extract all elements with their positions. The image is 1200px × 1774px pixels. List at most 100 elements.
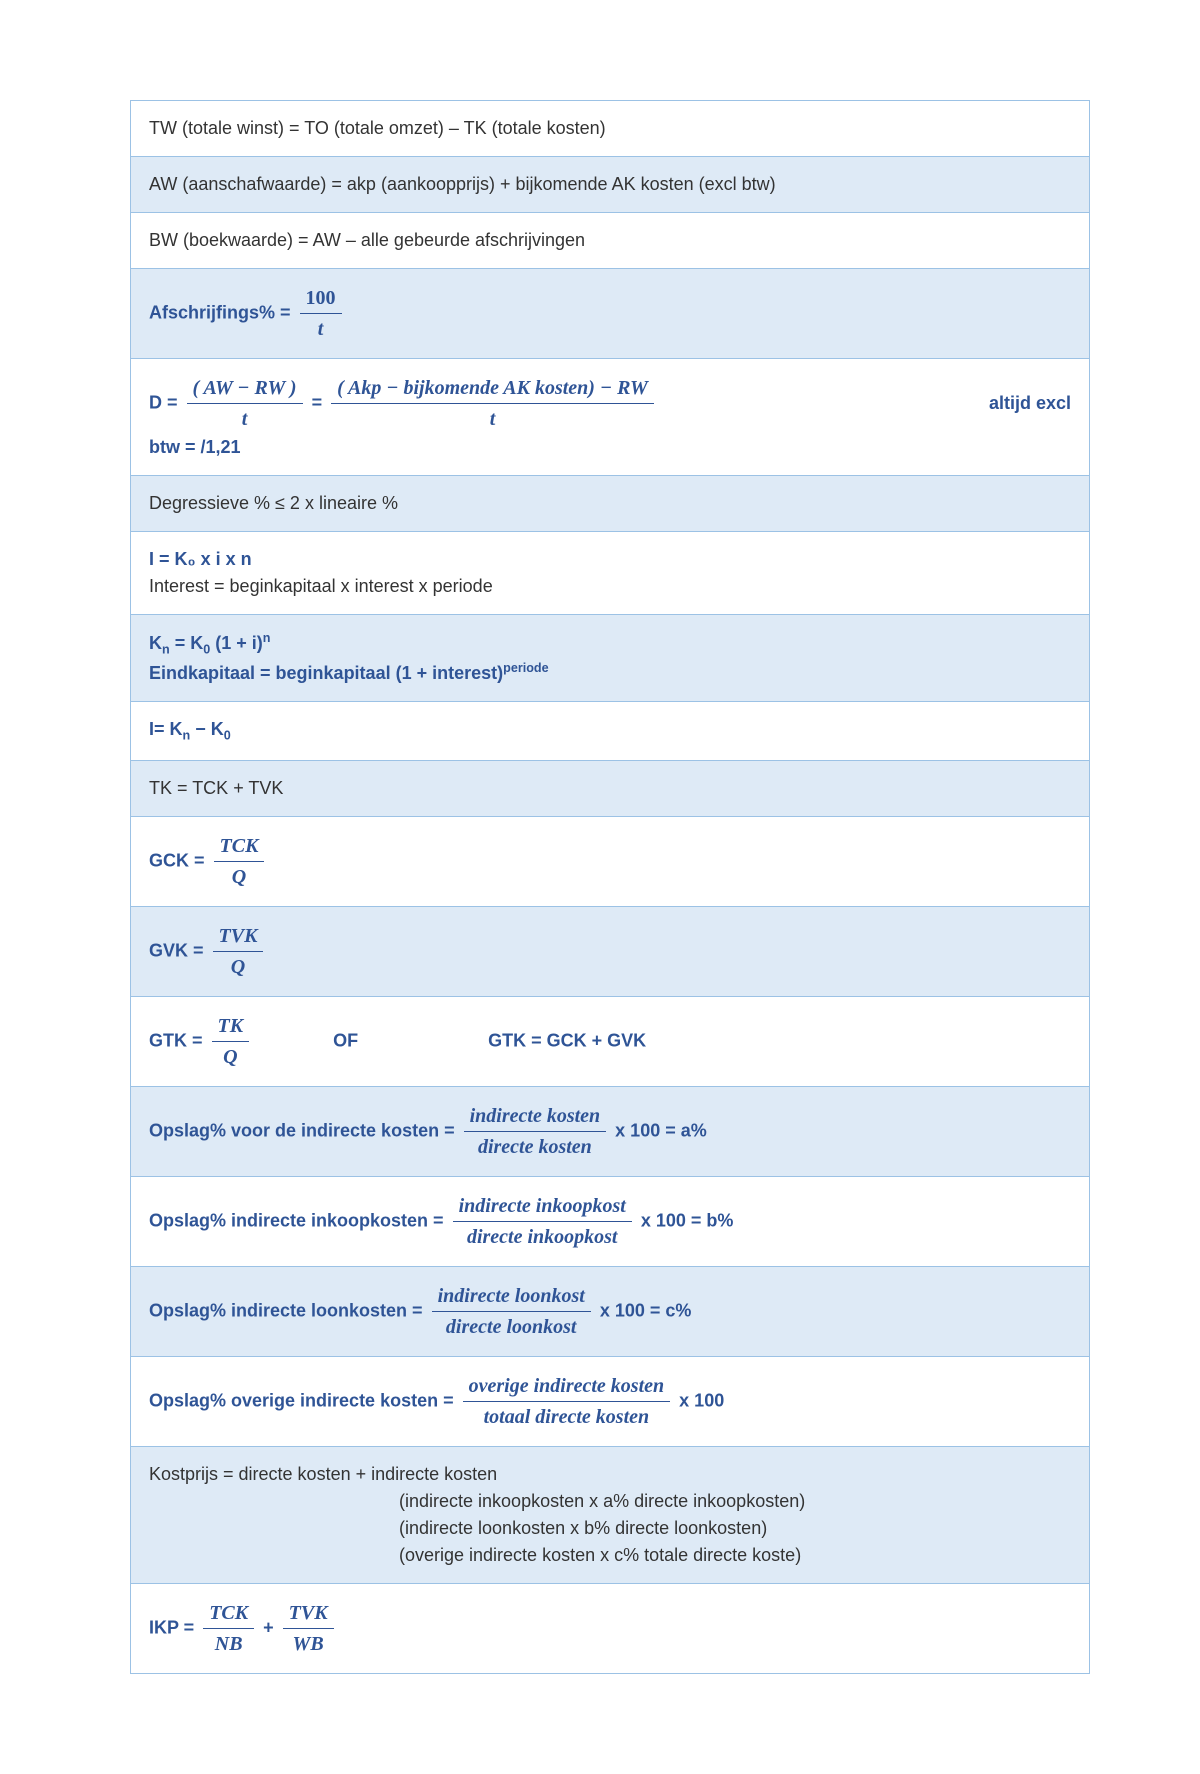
subscript: 0 <box>224 729 231 743</box>
denominator: WB <box>283 1629 334 1659</box>
table-row: Opslag% indirecte inkoopkosten = indirec… <box>131 1176 1090 1266</box>
numerator: TCK <box>203 1598 254 1629</box>
numerator: TCK <box>214 831 265 862</box>
formula-label: GTK = <box>149 1030 203 1050</box>
formula-label: Opslag% indirecte loonkosten = <box>149 1300 423 1320</box>
seg: K <box>149 633 162 653</box>
numerator: indirecte inkoopkost <box>453 1191 632 1222</box>
denominator: directe inkoopkost <box>453 1222 632 1252</box>
formula-text: x 100 = b% <box>641 1210 734 1230</box>
formula-text: btw = /1,21 <box>149 434 1071 461</box>
numerator: 100 <box>300 283 342 314</box>
formula-sub: (indirecte inkoopkosten x a% directe ink… <box>149 1488 1071 1515</box>
numerator: indirecte loonkost <box>432 1281 591 1312</box>
fraction: TVK WB <box>283 1598 334 1659</box>
seg: = K <box>170 633 204 653</box>
formula-text: I= Kn − K0 <box>149 719 231 739</box>
formula-text: Degressieve % ≤ 2 x lineaire % <box>149 493 398 513</box>
numerator: indirecte kosten <box>464 1101 607 1132</box>
document-page: TW (totale winst) = TO (totale omzet) – … <box>0 0 1200 1774</box>
formula-note: altijd excl <box>989 390 1071 417</box>
denominator: t <box>187 404 303 434</box>
table-row: GVK = TVK Q <box>131 906 1090 996</box>
numerator: ( AW − RW ) <box>187 373 303 404</box>
formula-text: x 100 = c% <box>600 1300 692 1320</box>
seg: Eindkapitaal = beginkapitaal (1 + intere… <box>149 663 503 683</box>
formula-line: D = ( AW − RW ) t = ( Akp − bijkomende A… <box>149 373 1071 434</box>
denominator: t <box>331 404 654 434</box>
fraction: ( AW − RW ) t <box>187 373 303 434</box>
seg: (1 + i) <box>210 633 263 653</box>
table-row: TK = TCK + TVK <box>131 760 1090 816</box>
formula-text: x 100 <box>679 1390 724 1410</box>
seg: − K <box>190 719 224 739</box>
formula-label: GCK = <box>149 850 205 870</box>
table-row: I = K₀ x i x n Interest = beginkapitaal … <box>131 532 1090 615</box>
table-row: Opslag% overige indirecte kosten = overi… <box>131 1356 1090 1446</box>
table-row: D = ( AW − RW ) t = ( Akp − bijkomende A… <box>131 359 1090 476</box>
fraction: TVK Q <box>213 921 264 982</box>
formula-table: TW (totale winst) = TO (totale omzet) – … <box>130 100 1090 1674</box>
formula-text: I = K₀ x i x n <box>149 546 1071 573</box>
numerator: TVK <box>283 1598 334 1629</box>
fraction: TCK Q <box>214 831 265 892</box>
formula-text: Interest = beginkapitaal x interest x pe… <box>149 573 1071 600</box>
formula-label: D = <box>149 392 178 412</box>
formula-text: Eindkapitaal = beginkapitaal (1 + intere… <box>149 659 1071 687</box>
fraction: ( Akp − bijkomende AK kosten) − RW t <box>331 373 654 434</box>
table-row: AW (aanschafwaarde) = akp (aankoopprijs)… <box>131 157 1090 213</box>
table-row: GTK = TK Q OF GTK = GCK + GVK <box>131 996 1090 1086</box>
table-row: GCK = TCK Q <box>131 816 1090 906</box>
formula-label: IKP = <box>149 1617 194 1637</box>
formula-text: OF <box>333 1030 358 1050</box>
seg: I= K <box>149 719 183 739</box>
formula-text: TW (totale winst) = TO (totale omzet) – … <box>149 118 606 138</box>
table-row: Degressieve % ≤ 2 x lineaire % <box>131 476 1090 532</box>
fraction: TCK NB <box>203 1598 254 1659</box>
subscript: n <box>162 643 170 657</box>
fraction: 100 t <box>300 283 342 344</box>
table-row: Opslag% indirecte loonkosten = indirecte… <box>131 1266 1090 1356</box>
fraction: indirecte inkoopkost directe inkoopkost <box>453 1191 632 1252</box>
formula-sub: (indirecte loonkosten x b% directe loonk… <box>149 1515 1071 1542</box>
denominator: directe kosten <box>464 1132 607 1162</box>
formula-label: Opslag% overige indirecte kosten = <box>149 1390 454 1410</box>
superscript: periode <box>503 661 549 675</box>
formula-label: GVK = <box>149 940 204 960</box>
numerator: TK <box>212 1011 250 1042</box>
fraction: indirecte loonkost directe loonkost <box>432 1281 591 1342</box>
denominator: Q <box>213 952 264 982</box>
table-row: TW (totale winst) = TO (totale omzet) – … <box>131 101 1090 157</box>
formula-label: Afschrijfings% = <box>149 302 291 322</box>
table-row: Kn = K0 (1 + i)n Eindkapitaal = beginkap… <box>131 615 1090 702</box>
numerator: ( Akp − bijkomende AK kosten) − RW <box>331 373 654 404</box>
fraction: indirecte kosten directe kosten <box>464 1101 607 1162</box>
formula-label: Opslag% indirecte inkoopkosten = <box>149 1210 444 1230</box>
formula-text: Kn = K0 (1 + i)n <box>149 629 1071 659</box>
denominator: directe loonkost <box>432 1312 591 1342</box>
denominator: t <box>300 314 342 344</box>
equals: = <box>312 392 328 412</box>
table-row: BW (boekwaarde) = AW – alle gebeurde afs… <box>131 213 1090 269</box>
superscript: n <box>263 631 271 645</box>
numerator: TVK <box>213 921 264 952</box>
table-row: Opslag% voor de indirecte kosten = indir… <box>131 1086 1090 1176</box>
numerator: overige indirecte kosten <box>463 1371 671 1402</box>
formula-text: Kostprijs = directe kosten + indirecte k… <box>149 1461 1071 1488</box>
plus: + <box>263 1617 279 1637</box>
table-row: I= Kn − K0 <box>131 702 1090 760</box>
formula-text: AW (aanschafwaarde) = akp (aankoopprijs)… <box>149 174 776 194</box>
table-row: Kostprijs = directe kosten + indirecte k… <box>131 1446 1090 1583</box>
denominator: totaal directe kosten <box>463 1402 671 1432</box>
table-row: IKP = TCK NB + TVK WB <box>131 1583 1090 1673</box>
formula-text: x 100 = a% <box>615 1120 707 1140</box>
fraction: TK Q <box>212 1011 250 1072</box>
formula-text: TK = TCK + TVK <box>149 778 283 798</box>
formula-sub: (overige indirecte kosten x c% totale di… <box>149 1542 1071 1569</box>
formula-label: Opslag% voor de indirecte kosten = <box>149 1120 455 1140</box>
denominator: NB <box>203 1629 254 1659</box>
table-row: Afschrijfings% = 100 t <box>131 269 1090 359</box>
formula-text: GTK = GCK + GVK <box>488 1030 646 1050</box>
denominator: Q <box>212 1042 250 1072</box>
fraction: overige indirecte kosten totaal directe … <box>463 1371 671 1432</box>
